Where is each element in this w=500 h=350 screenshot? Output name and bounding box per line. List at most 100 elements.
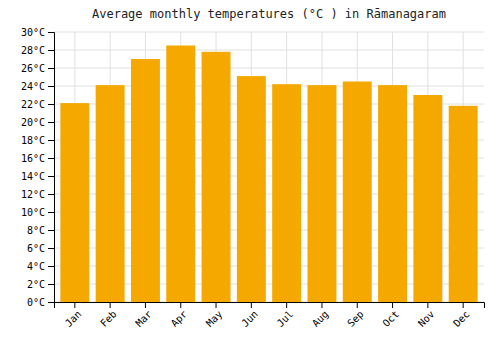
x-tick: Apr (169, 302, 190, 329)
x-tick: Nov (416, 302, 437, 329)
y-tick: 8°C (27, 225, 54, 236)
y-tick-label: 24°C (21, 81, 45, 92)
y-tick-label: 16°C (21, 153, 45, 164)
chart: 0°C 2°C 4°C 6°C 8°C 10°C 12°C 14°C 16°C 18°C 20°C 2… (0, 0, 500, 350)
y-tick: 2°C (27, 279, 54, 290)
y-tick-label: 14°C (21, 171, 45, 182)
y-tick: 6°C (27, 243, 54, 254)
y-tick-mark (48, 50, 54, 51)
y-tick: 0°C (27, 297, 54, 308)
bar (237, 76, 266, 302)
bar (166, 46, 195, 303)
y-tick-mark (48, 266, 54, 267)
y-tick: 26°C (21, 63, 54, 74)
x-tick: Oct (380, 302, 401, 329)
x-tick-label: Dec (451, 308, 472, 329)
x-tick-label: May (204, 308, 225, 329)
bar (131, 59, 160, 302)
x-tick-mark (321, 302, 322, 308)
y-tick: 30°C (21, 27, 54, 38)
y-tick-label: 6°C (27, 243, 45, 254)
x-tick: Sep (345, 302, 366, 329)
y-tick-mark (48, 32, 54, 33)
y-tick-mark (48, 248, 54, 249)
x-axis-line (55, 303, 485, 309)
y-axis-line (48, 33, 55, 303)
y-tick-mark (48, 158, 54, 159)
y-tick-label: 0°C (27, 297, 45, 308)
y-tick-label: 30°C (21, 27, 45, 38)
x-tick-mark (180, 302, 181, 308)
x-tick: Dec (451, 302, 472, 329)
y-tick-label: 12°C (21, 189, 45, 200)
bar (307, 85, 336, 302)
y-tick: 4°C (27, 261, 54, 272)
bar (449, 106, 478, 302)
y-tick: 28°C (21, 45, 54, 56)
y-tick-label: 18°C (21, 135, 45, 146)
bar (60, 103, 89, 302)
x-tick-mark (392, 302, 393, 308)
y-tick-label: 4°C (27, 261, 45, 272)
x-tick-mark (427, 302, 428, 308)
x-tick-label: Jun (239, 308, 260, 329)
y-tick-label: 2°C (27, 279, 45, 290)
title: Average monthly temperatures (°C ) in Rā… (92, 7, 446, 21)
bar (413, 95, 442, 302)
x-tick-label: Sep (345, 308, 366, 329)
x-tick-mark (286, 302, 287, 308)
y-tick-mark (48, 68, 54, 69)
x-tick-label: Mar (133, 308, 154, 329)
y-grid-line (54, 32, 484, 33)
x-tick-label: Aug (310, 308, 331, 329)
y-tick-mark (48, 176, 54, 177)
x-tick-mark (145, 302, 146, 308)
y-tick-mark (48, 122, 54, 123)
x-tick: Jul (275, 302, 296, 329)
y-tick-mark (48, 140, 54, 141)
bar (272, 84, 301, 302)
y-tick: 10°C (21, 207, 54, 218)
y-tick-mark (48, 284, 54, 285)
x-tick: Jan (63, 302, 84, 329)
x-tick-mark (357, 302, 358, 308)
bar (343, 82, 372, 303)
x-tick-mark (110, 302, 111, 308)
x-tick-label: Jul (275, 308, 296, 329)
x-tick-label: Feb (98, 308, 119, 329)
y-tick: 20°C (21, 117, 54, 128)
x-tick: Jun (239, 302, 260, 329)
x-axis: Jan Feb Mar Apr May Jun Jul Aug Sep Oct Nov Dec (55, 302, 485, 329)
bar (202, 52, 231, 302)
bar (96, 85, 125, 302)
x-tick: Mar (133, 302, 154, 329)
y-tick-label: 20°C (21, 117, 45, 128)
y-tick: 14°C (21, 171, 54, 182)
x-tick-mark (216, 302, 217, 308)
y-tick-label: 8°C (27, 225, 45, 236)
x-tick-label: Nov (416, 308, 437, 329)
x-tick: Feb (98, 302, 119, 329)
x-tick-mark (74, 302, 75, 308)
y-tick-label: 28°C (21, 45, 45, 56)
grid (54, 32, 484, 302)
y-tick-mark (48, 194, 54, 195)
bars (60, 46, 477, 303)
y-tick: 24°C (21, 81, 54, 92)
y-tick: 16°C (21, 153, 54, 164)
x-tick-label: Apr (169, 308, 190, 329)
y-grid-line (54, 50, 484, 51)
y-tick: 22°C (21, 99, 54, 110)
x-tick: Aug (310, 302, 331, 329)
y-tick-mark (48, 212, 54, 213)
y-tick-label: 26°C (21, 63, 45, 74)
y-tick-mark (48, 104, 54, 105)
x-tick-label: Oct (380, 308, 401, 329)
y-tick-label: 10°C (21, 207, 45, 218)
x-tick-mark (463, 302, 464, 308)
y-grid-line (54, 68, 484, 69)
y-tick-mark (48, 86, 54, 87)
x-tick: May (204, 302, 225, 329)
bar (378, 85, 407, 302)
y-tick-mark (48, 230, 54, 231)
